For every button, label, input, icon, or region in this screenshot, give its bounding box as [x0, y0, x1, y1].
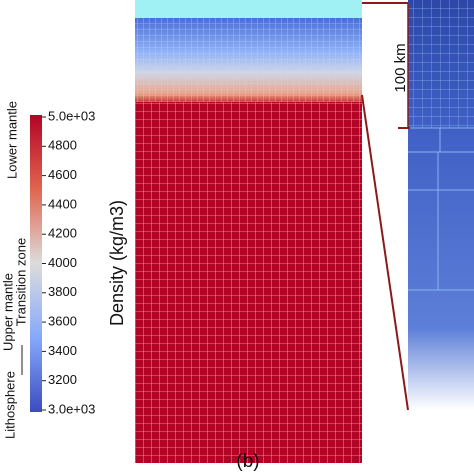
colorbar-title: Density (kg/m3)	[107, 200, 127, 326]
colorbar-tick-label: 5.0e+03	[48, 108, 95, 123]
lower-mesh	[135, 102, 362, 463]
layer-label: Upper mantle	[0, 273, 15, 351]
layer-label: Transition zone	[13, 238, 28, 326]
colorbar-tick-label: 3200	[48, 372, 77, 387]
colorbar-tick-label: 4000	[48, 255, 77, 270]
surface-layer	[135, 0, 362, 18]
colorbar-tick-label: 3800	[48, 284, 77, 299]
zoom-line	[361, 94, 409, 411]
colorbar-tick-label: 3400	[48, 343, 77, 358]
colorbar-tick-label: 4200	[48, 226, 77, 241]
scale-label: 100 km	[392, 43, 409, 92]
inset-mesh	[408, 0, 474, 128]
colorbar-ticks: 5.0e+03 4800 4600 4400 4200 4000 3800 3600 3400 3…	[42, 108, 95, 416]
colorbar-tick-label: 4600	[48, 167, 77, 182]
inset-coarse-mesh	[408, 127, 474, 291]
colorbar-tick-label: 4400	[48, 196, 77, 211]
panel-label: (b)	[236, 451, 259, 472]
colorbar-tick-label: 3.0e+03	[48, 401, 95, 416]
upper-mesh	[135, 18, 362, 102]
colorbar	[30, 115, 42, 412]
colorbar-tick-label: 3600	[48, 314, 77, 329]
layer-label: Lithosphere	[2, 371, 17, 439]
colorbar-tick-label: 4800	[48, 138, 77, 153]
layer-label: Lower mantle	[4, 101, 19, 179]
